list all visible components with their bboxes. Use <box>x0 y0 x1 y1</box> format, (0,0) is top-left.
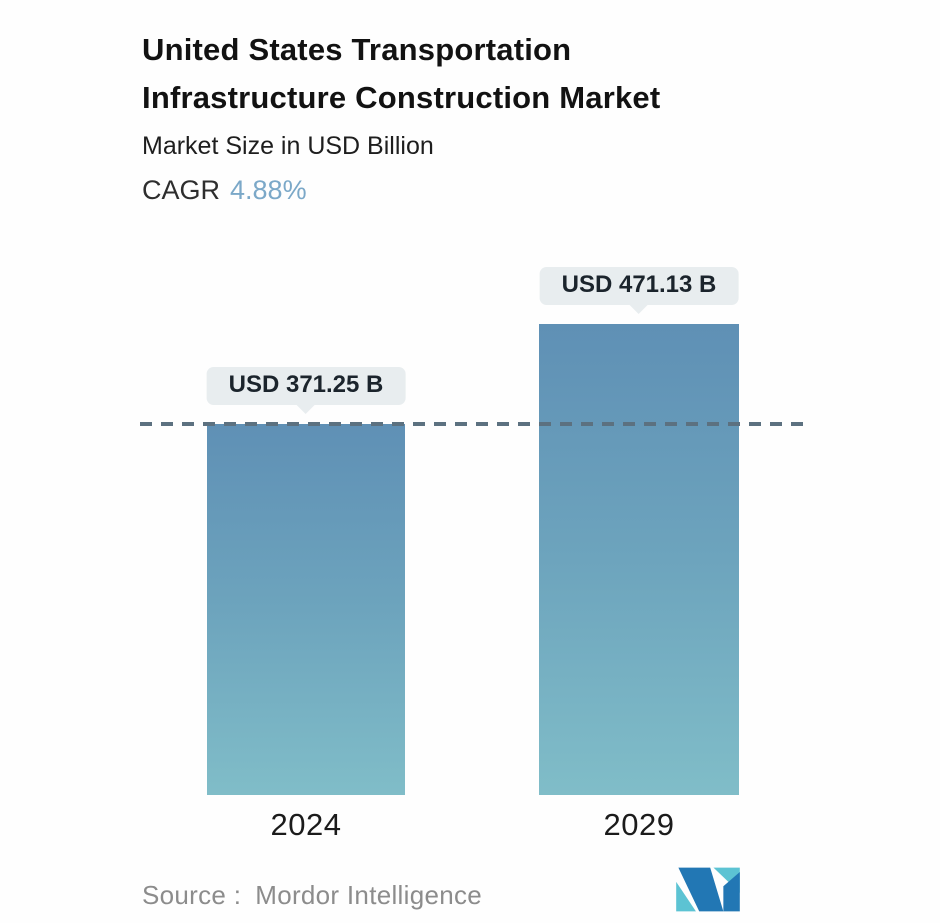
value-label-2024-text: USD 371.25 B <box>228 370 384 398</box>
source-value: Mordor Intelligence <box>255 880 483 910</box>
page-title: United States Transportation Infrastruct… <box>142 26 822 122</box>
title-line-2: Infrastructure Construction Market <box>142 80 661 115</box>
bar-2024 <box>207 423 405 795</box>
reference-dashed-line <box>140 421 810 426</box>
cagr-label: CAGR <box>142 175 221 205</box>
x-axis-label-2024: 2024 <box>270 807 342 842</box>
value-label-2029: USD 471.13 B <box>539 266 739 314</box>
mordor-intelligence-logo <box>676 867 740 912</box>
bar-chart: USD 371.25 B USD 471.13 B 2024 2029 <box>140 235 810 842</box>
value-label-2024: USD 371.25 B <box>206 366 406 414</box>
source-label: Source : <box>142 880 242 910</box>
cagr-line: CAGR 4.88% <box>142 174 822 206</box>
bar-2029 <box>539 323 739 795</box>
cagr-value: 4.88% <box>230 175 307 205</box>
chart-subtitle: Market Size in USD Billion <box>142 132 434 160</box>
callout-pointer <box>629 303 649 314</box>
value-label-2029-text: USD 471.13 B <box>561 270 717 298</box>
x-axis-label-2029: 2029 <box>603 807 675 842</box>
callout-pointer <box>296 403 316 414</box>
source-line: Source : Mordor Intelligence <box>142 880 482 911</box>
title-line-1: United States Transportation <box>142 32 572 67</box>
chart-header: United States Transportation Infrastruct… <box>142 26 822 206</box>
